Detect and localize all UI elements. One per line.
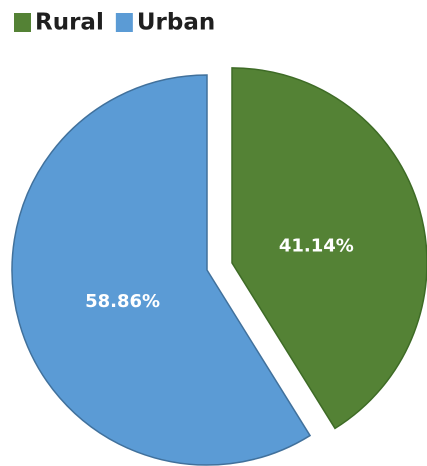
pie-slice	[231, 67, 427, 430]
legend-swatch	[14, 13, 31, 32]
value-label: 41.14%	[279, 236, 354, 257]
value-label: 58.86%	[85, 291, 160, 312]
legend: Rural Urban	[14, 10, 215, 36]
legend-swatch	[115, 13, 133, 32]
legend-label: Urban	[137, 10, 215, 36]
legend-label: Rural	[35, 10, 104, 36]
pie: 41.14% 58.86%	[11, 67, 427, 466]
pie-slice	[11, 74, 312, 466]
